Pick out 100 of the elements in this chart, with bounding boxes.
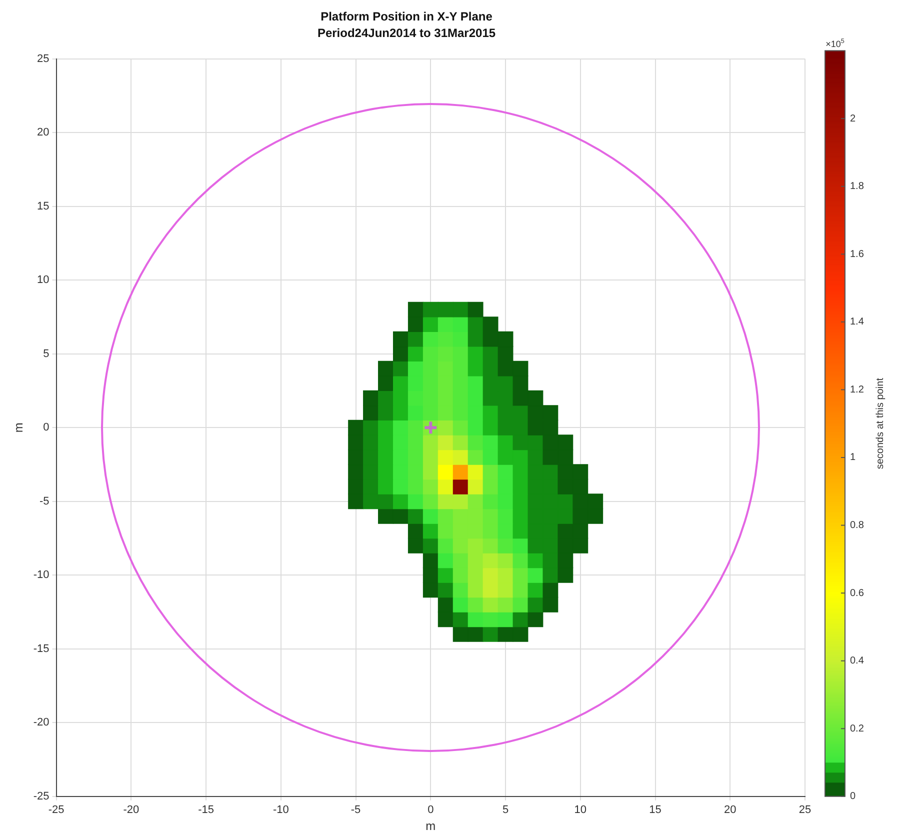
point <box>452 523 468 539</box>
point <box>512 360 528 376</box>
color-bar-label: 1 <box>850 452 856 464</box>
point <box>468 494 484 510</box>
point <box>512 626 528 642</box>
point <box>468 626 484 642</box>
point <box>452 538 468 554</box>
point <box>452 626 468 642</box>
point <box>438 302 454 318</box>
point <box>542 494 558 510</box>
point <box>408 316 424 332</box>
y-tick-label: 25 <box>37 52 50 65</box>
point <box>482 612 498 628</box>
point <box>468 508 484 524</box>
point <box>452 331 468 347</box>
y-tick-label: 5 <box>43 348 50 360</box>
point <box>378 360 394 376</box>
color-bar-label: 0.2 <box>850 723 864 734</box>
point <box>392 331 408 347</box>
x-tick-label: -5 <box>350 804 361 816</box>
point <box>438 478 454 494</box>
point <box>468 523 484 539</box>
x-tick-label: 10 <box>574 804 587 816</box>
x-tick-label: -15 <box>198 804 214 816</box>
point <box>498 596 514 612</box>
point <box>498 508 514 524</box>
point <box>498 331 514 347</box>
point <box>498 523 514 539</box>
point <box>482 567 498 583</box>
point <box>558 494 574 510</box>
point <box>452 478 468 494</box>
point <box>452 494 468 510</box>
y-tick-label: -25 <box>33 790 50 802</box>
point <box>542 582 558 598</box>
y-tick-label: -5 <box>40 495 50 508</box>
point <box>468 552 484 568</box>
color-bar-label: 2 <box>850 113 856 124</box>
color-bar-label: 0.4 <box>850 656 864 667</box>
color-bar-label: 0.6 <box>850 588 864 599</box>
x-tick-label: 5 <box>502 804 509 816</box>
point <box>438 596 454 612</box>
point <box>468 478 484 494</box>
point <box>422 331 438 347</box>
chart-title: Platform Position in X-Y Plane <box>320 10 493 24</box>
point <box>422 478 438 494</box>
x-axis-title: m <box>426 819 436 834</box>
x-tick-label: 15 <box>649 804 662 816</box>
x-tick-label: 20 <box>724 804 736 816</box>
point <box>498 567 514 583</box>
point <box>512 567 528 583</box>
y-tick-label: 0 <box>43 422 50 434</box>
point <box>482 331 498 347</box>
point <box>438 449 454 465</box>
point <box>422 582 438 598</box>
point <box>408 523 424 539</box>
x-tick-label: 0 <box>428 804 434 816</box>
chart-subtitle: Period24Jun2014 to 31Mar2015 <box>317 26 496 40</box>
color-bar-label: 1.8 <box>850 181 864 192</box>
point <box>363 494 378 510</box>
point <box>482 316 498 332</box>
color-bar-label: 1.6 <box>850 248 864 260</box>
y-tick-label: -20 <box>33 716 50 729</box>
point <box>438 464 454 480</box>
y-tick-label: 15 <box>37 200 50 212</box>
y-tick-label: 20 <box>37 126 50 139</box>
point <box>558 523 574 539</box>
point <box>452 464 468 480</box>
color-bar-title: seconds at this point <box>875 378 886 470</box>
y-tick-label: -15 <box>33 642 50 655</box>
color-bar-label: 0.8 <box>850 520 864 532</box>
point <box>438 316 454 332</box>
point <box>452 449 468 465</box>
point <box>572 523 588 539</box>
point <box>452 302 468 318</box>
point <box>438 494 454 510</box>
point <box>498 552 514 568</box>
point <box>452 508 468 524</box>
y-tick-label: 10 <box>37 274 50 286</box>
point <box>452 567 468 583</box>
point <box>438 346 454 362</box>
point <box>482 552 498 568</box>
point <box>498 626 514 642</box>
y-axis-title: m <box>12 422 26 433</box>
color-bar-label: 0 <box>850 791 856 802</box>
x-tick-label: -10 <box>272 804 289 816</box>
x-tick-label: -20 <box>123 804 140 816</box>
point <box>482 582 498 598</box>
point <box>408 390 424 406</box>
point <box>498 360 514 376</box>
point <box>498 582 514 598</box>
point <box>378 494 394 510</box>
point <box>482 538 498 554</box>
color-bar-label: 1.2 <box>850 384 864 396</box>
color-bar-label: 1.4 <box>850 316 864 328</box>
point <box>468 464 484 480</box>
point <box>422 302 438 318</box>
y-tick-label: -10 <box>33 569 50 582</box>
point <box>542 596 558 612</box>
point <box>438 434 454 450</box>
x-tick-label: 25 <box>798 804 812 816</box>
